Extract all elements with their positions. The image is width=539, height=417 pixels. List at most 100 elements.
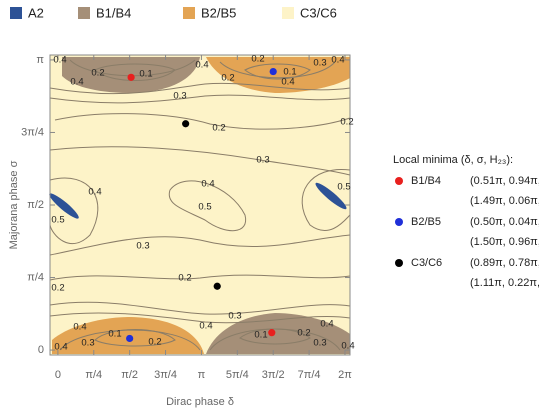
y-tick-label: 3π/4 [21,126,44,138]
contour-label: 0.4 [88,187,101,198]
y-axis-title: Majorana phase σ [8,160,20,249]
contour-line [244,63,311,80]
x-tick-label: π/4 [85,369,102,381]
contour-label: 0.3 [313,58,326,69]
contour-label: 0.2 [51,283,64,294]
x-tick-label: 3π/4 [154,369,177,381]
contour-label: 0.2 [178,273,191,284]
contour-label: 0.2 [340,117,353,128]
contour-label: 0.1 [139,69,152,80]
contour-label: 0.3 [228,311,241,322]
minimum-label: (1.50π, 0.96π, 0.00) [470,236,539,248]
contour-label: 0.1 [283,67,296,78]
y-tick-label: π/4 [27,271,44,283]
legend-swatch [282,7,294,19]
legend-label: B1/B4 [411,175,441,187]
contour-label: 0.4 [54,342,67,353]
x-tick-label: 3π/2 [262,369,285,381]
legend-label: B2/B5 [411,216,441,228]
contour-line [49,312,351,324]
contour-label: 0.2 [148,337,161,348]
legend-marker [395,218,403,226]
contour-label: 0.4 [70,77,83,88]
contour-line [219,61,336,79]
contour-label: 0.4 [320,319,333,330]
contour-line [49,94,351,104]
contour-label: 0.5 [198,202,211,213]
contour-label: 0.4 [195,60,208,71]
contour-label: 0.2 [221,73,234,84]
contour-line [94,63,176,81]
y-tick-label: π [36,54,44,66]
legend-marker [395,177,403,185]
contour-label: 0.2 [91,68,104,79]
minimum-label: (0.89π, 0.78π, 0.18) [470,257,539,269]
contour-label: 0.3 [136,241,149,252]
minima-title: Local minima (δ, σ, H₂₃): [393,154,513,166]
contour-label: 0.1 [254,330,267,341]
minimum-point [268,329,276,337]
x-axis-title: Dirac phase δ [166,396,234,408]
contour-line [49,301,351,315]
legend-marker [395,259,403,267]
x-tick-label: π [198,369,206,381]
x-tick-label: 5π/4 [226,369,249,381]
contour-label: 0.3 [81,338,94,349]
legend-label: A2 [28,5,44,20]
contour-label: 0.3 [256,155,269,166]
contour-line [49,177,99,245]
legend-swatch [183,7,195,19]
y-tick-label: π/2 [27,199,44,211]
minimum-point [182,120,190,128]
minimum-label: (0.50π, 0.04π, 0.00) [470,216,539,228]
contour-line [168,180,247,232]
legend-label: C3/C6 [300,5,337,20]
minimum-point [269,67,277,76]
plot-area [49,54,351,356]
contour-label: 0.2 [212,123,225,134]
x-tick-label: 0 [55,369,61,381]
contour-label: 0.4 [199,321,212,332]
contour-line [49,234,351,256]
minimum-label: (1.11π, 0.22π, 0.18) [470,277,539,289]
contour-label: 0.5 [337,182,350,193]
minimum-point [213,282,221,290]
contour-label: 0.3 [313,338,326,349]
contour-line [54,113,351,130]
legend-label: C3/C6 [411,257,442,269]
region-shape [315,182,347,210]
contour-label: 0.4 [281,77,294,88]
legend-swatch [10,7,22,19]
contour-line [94,329,176,347]
contour-label: 0.5 [51,215,64,226]
minimum-point [127,73,135,81]
contour-line [49,274,351,281]
contour-label: 0.1 [108,329,121,340]
contour-label: 0.4 [201,179,214,190]
minimum-point [126,334,134,343]
region-shape [206,313,350,354]
contour-label: 0.2 [251,54,264,65]
contour-line [59,329,201,351]
contour-line [301,168,351,231]
contour-label: 0.4 [331,55,344,66]
contour-label: 0.4 [53,55,66,66]
contour-label: 0.4 [73,322,86,333]
minimum-label: (1.49π, 0.06π, 0.00) [470,195,539,207]
x-tick-label: 2π [338,369,352,381]
minimum-label: (0.51π, 0.94π, 0.00) [470,175,539,187]
contour-line [49,82,351,95]
y-tick-label: 0 [38,344,44,356]
contour-line [239,328,311,345]
legend-label: B2/B5 [201,5,236,20]
x-tick-label: 7π/4 [298,369,321,381]
contour-line [49,146,351,176]
contour-label: 0.4 [341,341,354,352]
x-tick-label: π/2 [121,369,138,381]
region-background [50,55,350,355]
contour-label: 0.2 [297,328,310,339]
legend-label: B1/B4 [96,5,131,20]
contour-label: 0.3 [173,91,186,102]
region-shape [49,193,79,219]
